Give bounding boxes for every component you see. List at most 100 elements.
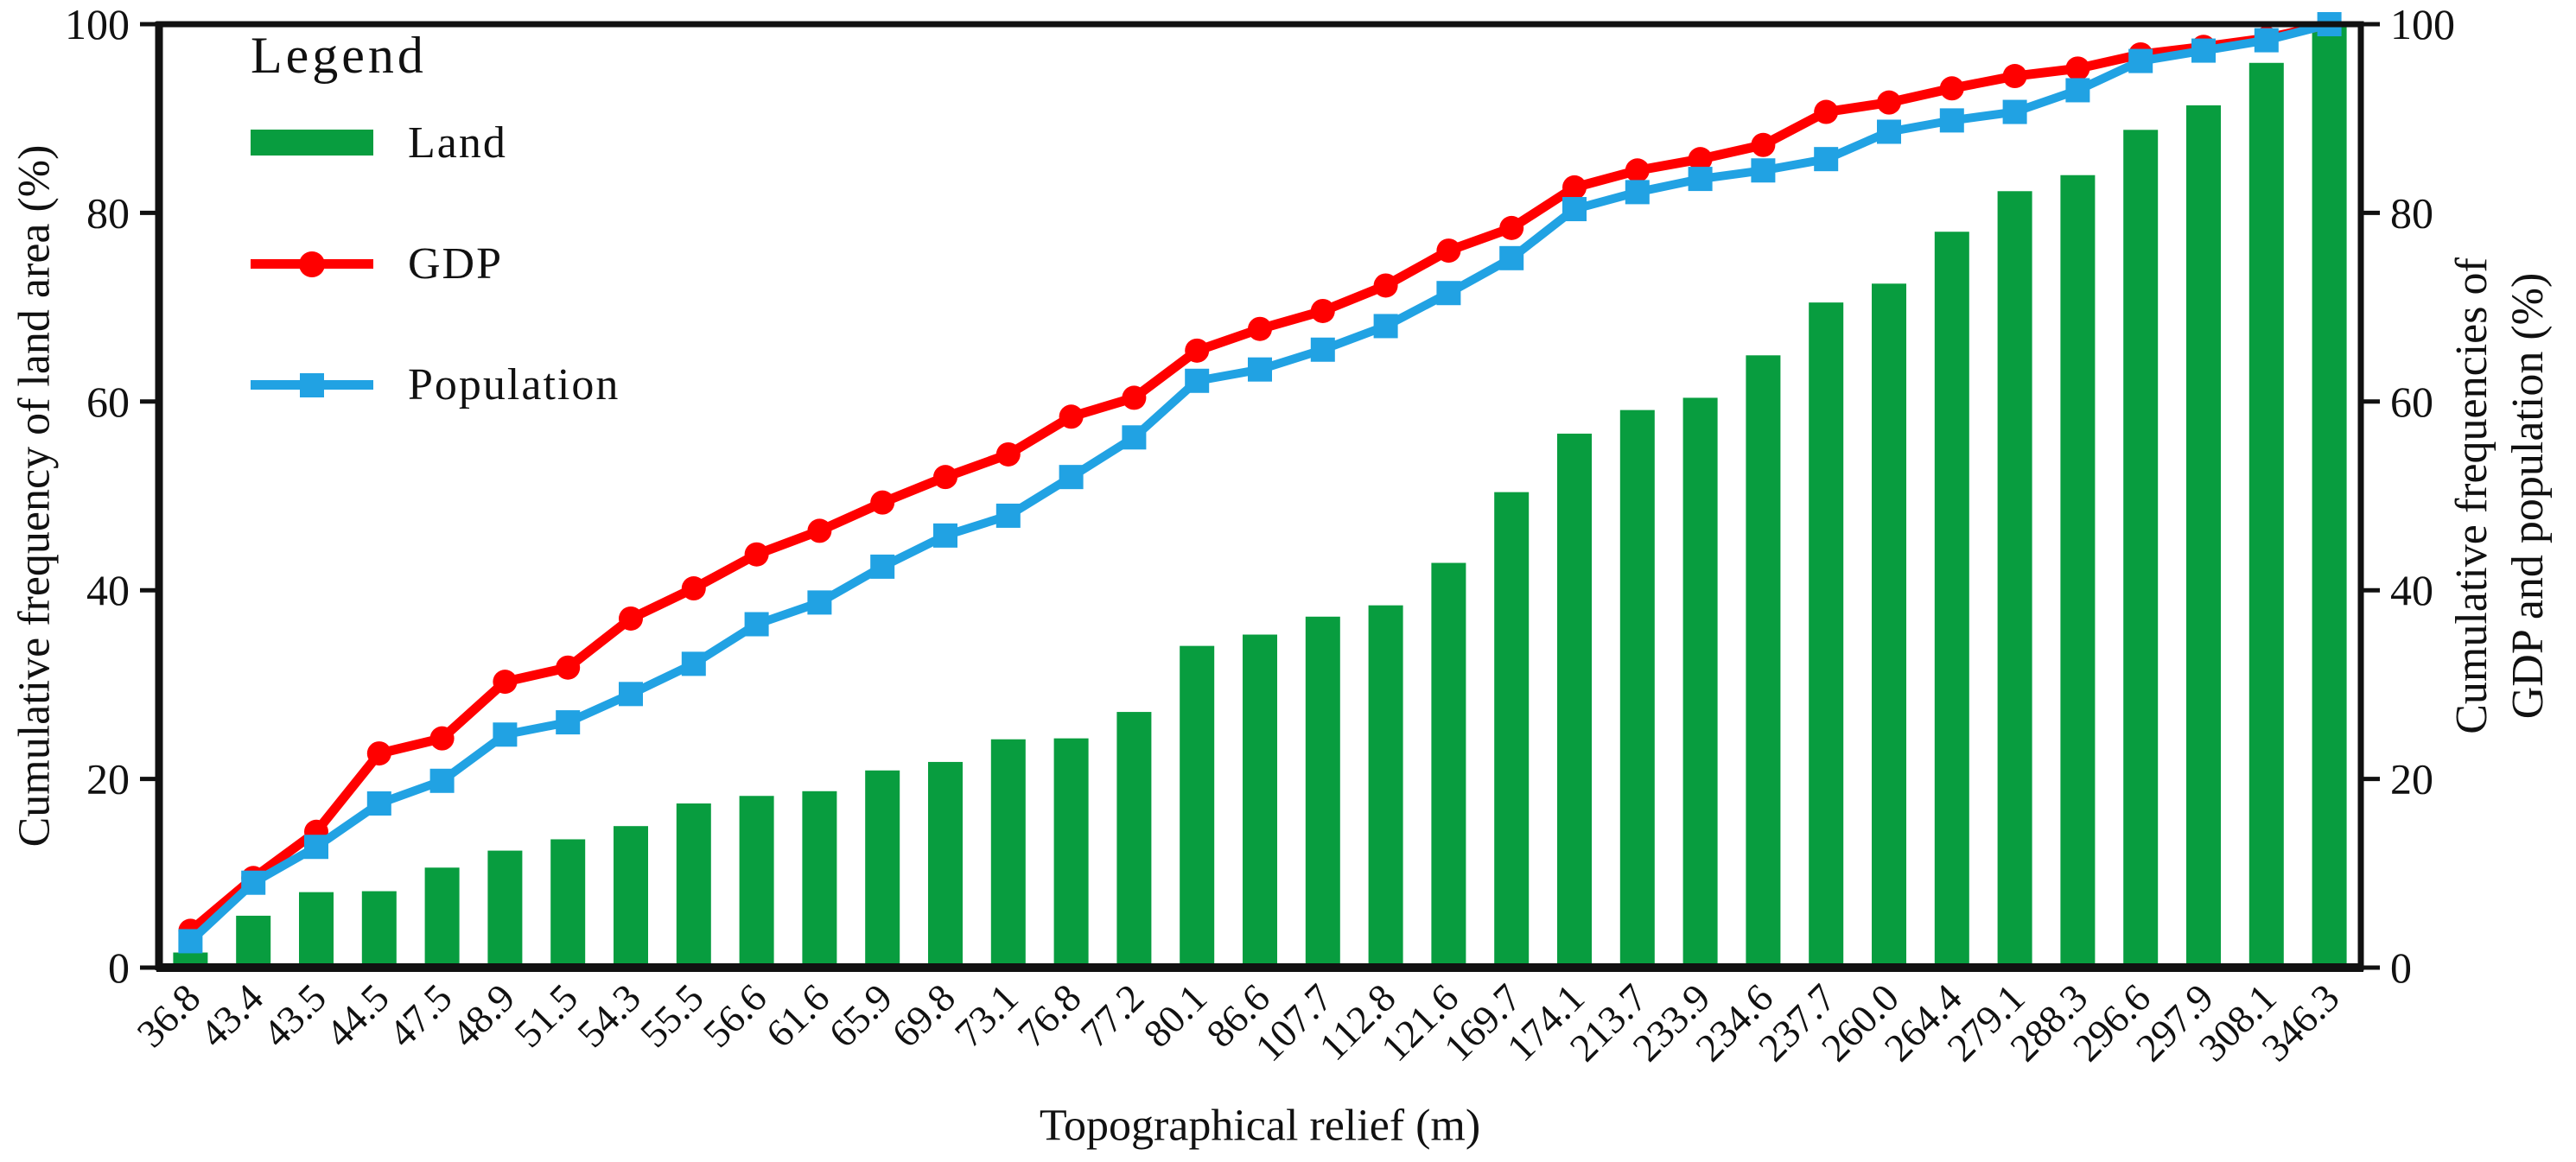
land-bar xyxy=(299,892,334,968)
population-point xyxy=(304,835,328,860)
gdp-point xyxy=(1751,132,1776,157)
population-point xyxy=(1939,108,1964,133)
y-axis-left-title: Cumulative frequency of land area (%) xyxy=(10,144,60,848)
gdp-swatch-icon xyxy=(251,238,373,289)
gdp-point xyxy=(1688,147,1713,172)
y-tick-label-right: 100 xyxy=(2390,0,2455,48)
land-bar xyxy=(361,891,397,968)
land-bar xyxy=(1180,645,1215,968)
gdp-point xyxy=(1122,385,1147,410)
land-bar xyxy=(928,761,963,968)
x-tick-label: 43.4 xyxy=(191,975,271,1056)
land-bar xyxy=(1557,433,1592,968)
legend-label-land: Land xyxy=(408,117,507,168)
legend-label-gdp: GDP xyxy=(408,238,504,289)
x-tick-label: 73.1 xyxy=(946,975,1027,1056)
land-bar xyxy=(865,770,900,968)
population-point xyxy=(2254,28,2279,53)
x-tick-label: 76.8 xyxy=(1009,975,1090,1056)
gdp-point xyxy=(1310,298,1335,323)
land-bar xyxy=(2248,62,2284,968)
land-bar xyxy=(2123,130,2159,968)
legend-title: Legend xyxy=(251,27,427,84)
gdp-point xyxy=(1185,338,1210,363)
land-bar xyxy=(1934,232,1969,968)
gdp-point xyxy=(1625,158,1650,183)
x-tick-label: 44.5 xyxy=(317,975,398,1056)
y-tick-label-right: 60 xyxy=(2390,378,2433,426)
population-point xyxy=(1185,368,1210,393)
population-point xyxy=(429,768,455,793)
population-point xyxy=(2191,38,2216,63)
land-bar xyxy=(676,803,711,968)
gdp-point xyxy=(870,490,895,515)
gdp-point xyxy=(1499,215,1524,240)
gdp-point xyxy=(1436,238,1461,264)
x-tick-label: 54.3 xyxy=(569,975,649,1056)
y-tick-label-left: 40 xyxy=(86,566,130,614)
land-bar xyxy=(990,739,1026,968)
gdp-point xyxy=(933,465,957,490)
population-point xyxy=(1373,314,1398,339)
land-bar xyxy=(1053,738,1089,968)
gdp-point xyxy=(1373,273,1398,298)
population-point xyxy=(2065,78,2090,103)
gdp-point xyxy=(493,670,518,695)
land-bar xyxy=(236,915,271,968)
gdp-point xyxy=(2002,64,2027,89)
y-tick-label-left: 80 xyxy=(86,188,130,237)
population-point xyxy=(366,791,391,816)
gdp-point xyxy=(1939,76,1964,101)
y-tick-label-left: 60 xyxy=(86,378,130,426)
population-point xyxy=(995,503,1021,528)
gdp-point xyxy=(619,606,643,631)
x-tick-label: 65.9 xyxy=(820,975,900,1056)
gdp-point xyxy=(556,655,581,680)
population-point xyxy=(1562,197,1587,222)
land-bar xyxy=(550,839,586,968)
gdp-point xyxy=(807,518,832,543)
land-bar xyxy=(424,867,460,968)
population-point xyxy=(1499,245,1524,270)
population-point xyxy=(619,682,643,707)
gdp-point xyxy=(1562,175,1587,200)
x-tick-label: 51.5 xyxy=(506,975,586,1056)
land-swatch-icon xyxy=(251,117,373,168)
legend-item-land: Land xyxy=(251,117,620,168)
land-bar xyxy=(1682,397,1718,968)
gdp-point xyxy=(429,726,455,751)
population-point xyxy=(2128,48,2153,73)
y-tick-label-right: 0 xyxy=(2390,943,2412,992)
population-point xyxy=(807,590,832,615)
population-point xyxy=(556,710,581,735)
y-tick-label-left: 20 xyxy=(86,755,130,803)
land-bar xyxy=(1431,562,1466,968)
y-tick-label-right: 40 xyxy=(2390,566,2433,614)
gdp-point xyxy=(1248,316,1272,341)
x-tick-label: 55.5 xyxy=(632,975,712,1056)
land-bar xyxy=(1997,191,2032,968)
population-point xyxy=(493,722,518,747)
land-bar xyxy=(2312,24,2347,968)
population-point xyxy=(178,929,203,954)
x-tick-label: 80.1 xyxy=(1135,975,1215,1056)
land-bar xyxy=(1368,605,1403,968)
gdp-point xyxy=(2065,56,2090,81)
y-tick-label-right: 20 xyxy=(2390,755,2433,803)
population-point xyxy=(1436,281,1461,306)
population-point xyxy=(1814,147,1839,172)
land-bar xyxy=(1746,355,1781,968)
land-bar xyxy=(1809,302,1844,968)
y-tick-label-right: 80 xyxy=(2390,188,2433,237)
gdp-point xyxy=(744,542,769,567)
legend: Legend Land GDP Population xyxy=(251,26,620,479)
x-tick-label: 69.8 xyxy=(883,975,964,1056)
land-bar xyxy=(739,796,774,968)
y-axis-right-title-line2: GDP and population (%) xyxy=(2503,272,2553,720)
population-point xyxy=(933,523,957,548)
land-bar xyxy=(614,826,648,968)
legend-label-population: Population xyxy=(408,359,620,410)
x-tick-label: 61.6 xyxy=(757,975,837,1056)
